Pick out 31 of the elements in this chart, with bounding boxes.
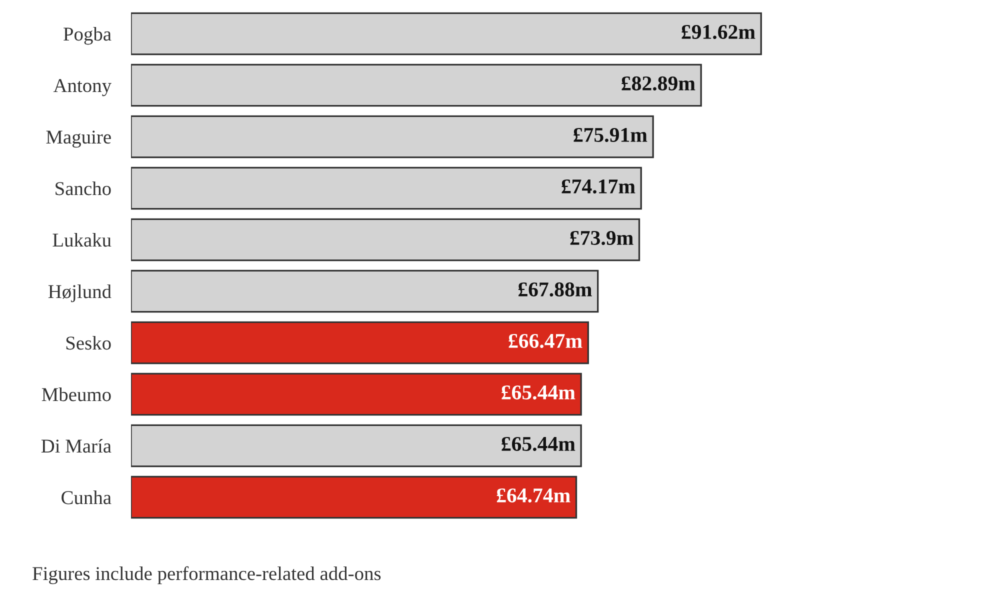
- data-label: £91.62m: [682, 24, 756, 40]
- data-label: £82.89m: [622, 76, 696, 91]
- bar: [131, 64, 702, 107]
- bar: [131, 166, 642, 210]
- text: Figures include performance-related add-ons: [32, 566, 381, 584]
- bar: [131, 270, 599, 313]
- data-label: £65.44m: [502, 385, 576, 400]
- bar: [131, 321, 589, 364]
- data-label: £66.47m: [508, 334, 582, 348]
- bar: [131, 372, 582, 416]
- bar: [131, 218, 640, 262]
- data-label: £75.91m: [574, 128, 648, 142]
- bar: [131, 424, 582, 468]
- data-label: £65.44m: [502, 436, 576, 452]
- y-tick-label: Di María: [41, 438, 112, 453]
- data-label: £67.88m: [518, 282, 592, 297]
- y-tick-label: Sancho: [56, 182, 111, 196]
- y-tick-label: Højlund: [48, 284, 112, 302]
- y-tick-label: Antony: [53, 79, 112, 96]
- y-tick-label: Sesko: [66, 336, 111, 350]
- bar: [131, 12, 762, 56]
- y-tick-label: Mbeumo: [42, 388, 111, 402]
- bar: [131, 115, 654, 158]
- bar: [131, 476, 578, 519]
- y-tick-label: Maguire: [46, 130, 111, 148]
- data-label: £64.74m: [496, 488, 570, 503]
- y-tick-label: Pogba: [64, 27, 112, 45]
- y-tick-label: Cunha: [62, 490, 112, 504]
- data-label: £73.9m: [570, 230, 634, 246]
- y-tick-label: Lukaku: [52, 233, 112, 247]
- data-label: £74.17m: [562, 179, 636, 194]
